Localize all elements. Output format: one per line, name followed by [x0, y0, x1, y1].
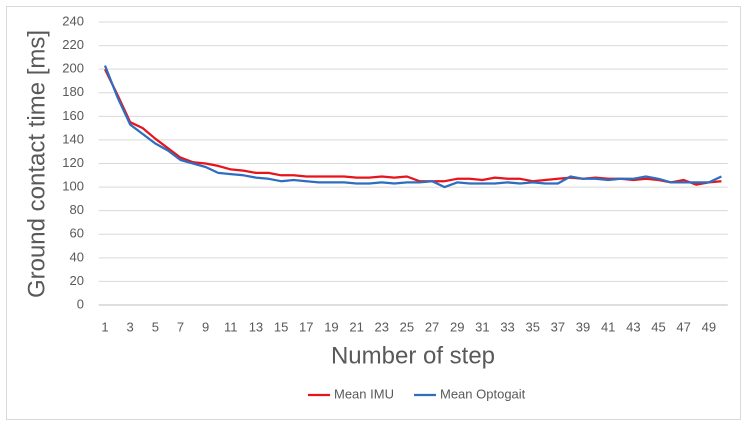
- x-tick-label: 49: [702, 319, 716, 334]
- x-tick-label: 3: [127, 319, 134, 334]
- y-tick-label: 140: [62, 131, 84, 146]
- y-tick-label: 20: [70, 273, 84, 288]
- x-tick-label: 37: [551, 319, 565, 334]
- x-tick-label: 19: [324, 319, 338, 334]
- x-axis-title: Number of step: [331, 342, 495, 369]
- y-tick-label: 40: [70, 249, 84, 264]
- y-tick-label: 240: [62, 13, 84, 28]
- y-axis-title: Ground contact time [ms]: [23, 30, 50, 298]
- x-tick-label: 45: [651, 319, 665, 334]
- y-tick-label: 120: [62, 155, 84, 170]
- x-tick-label: 29: [450, 319, 464, 334]
- y-tick-label: 80: [70, 202, 84, 217]
- x-tick-label: 21: [349, 319, 363, 334]
- x-tick-label: 47: [676, 319, 690, 334]
- legend-label: Mean IMU: [334, 386, 394, 401]
- x-tick-label: 5: [152, 319, 159, 334]
- y-tick-label: 100: [62, 179, 84, 194]
- x-tick-label: 13: [249, 319, 263, 334]
- x-tick-label: 15: [274, 319, 288, 334]
- x-tick-label: 7: [177, 319, 184, 334]
- y-tick-label: 200: [62, 61, 84, 76]
- x-tick-label: 9: [202, 319, 209, 334]
- x-tick-label: 17: [299, 319, 313, 334]
- x-tick-label: 27: [425, 319, 439, 334]
- y-tick-label: 0: [77, 296, 84, 311]
- x-tick-label: 1: [101, 319, 108, 334]
- y-tick-label: 180: [62, 84, 84, 99]
- x-tick-label: 39: [576, 319, 590, 334]
- y-tick-label: 160: [62, 108, 84, 123]
- y-tick-label: 60: [70, 226, 84, 241]
- series-line: [103, 65, 722, 189]
- x-tick-label: 25: [400, 319, 414, 334]
- x-tick-label: 35: [525, 319, 539, 334]
- x-tick-label: 31: [475, 319, 489, 334]
- chart-border: [6, 6, 741, 420]
- y-tick-label: 220: [62, 37, 84, 52]
- x-tick-label: 43: [626, 319, 640, 334]
- x-tick-label: 41: [601, 319, 615, 334]
- x-tick-label: 33: [500, 319, 514, 334]
- legend-label: Mean Optogait: [440, 386, 526, 401]
- x-tick-label: 23: [375, 319, 389, 334]
- x-tick-label: 11: [224, 319, 238, 334]
